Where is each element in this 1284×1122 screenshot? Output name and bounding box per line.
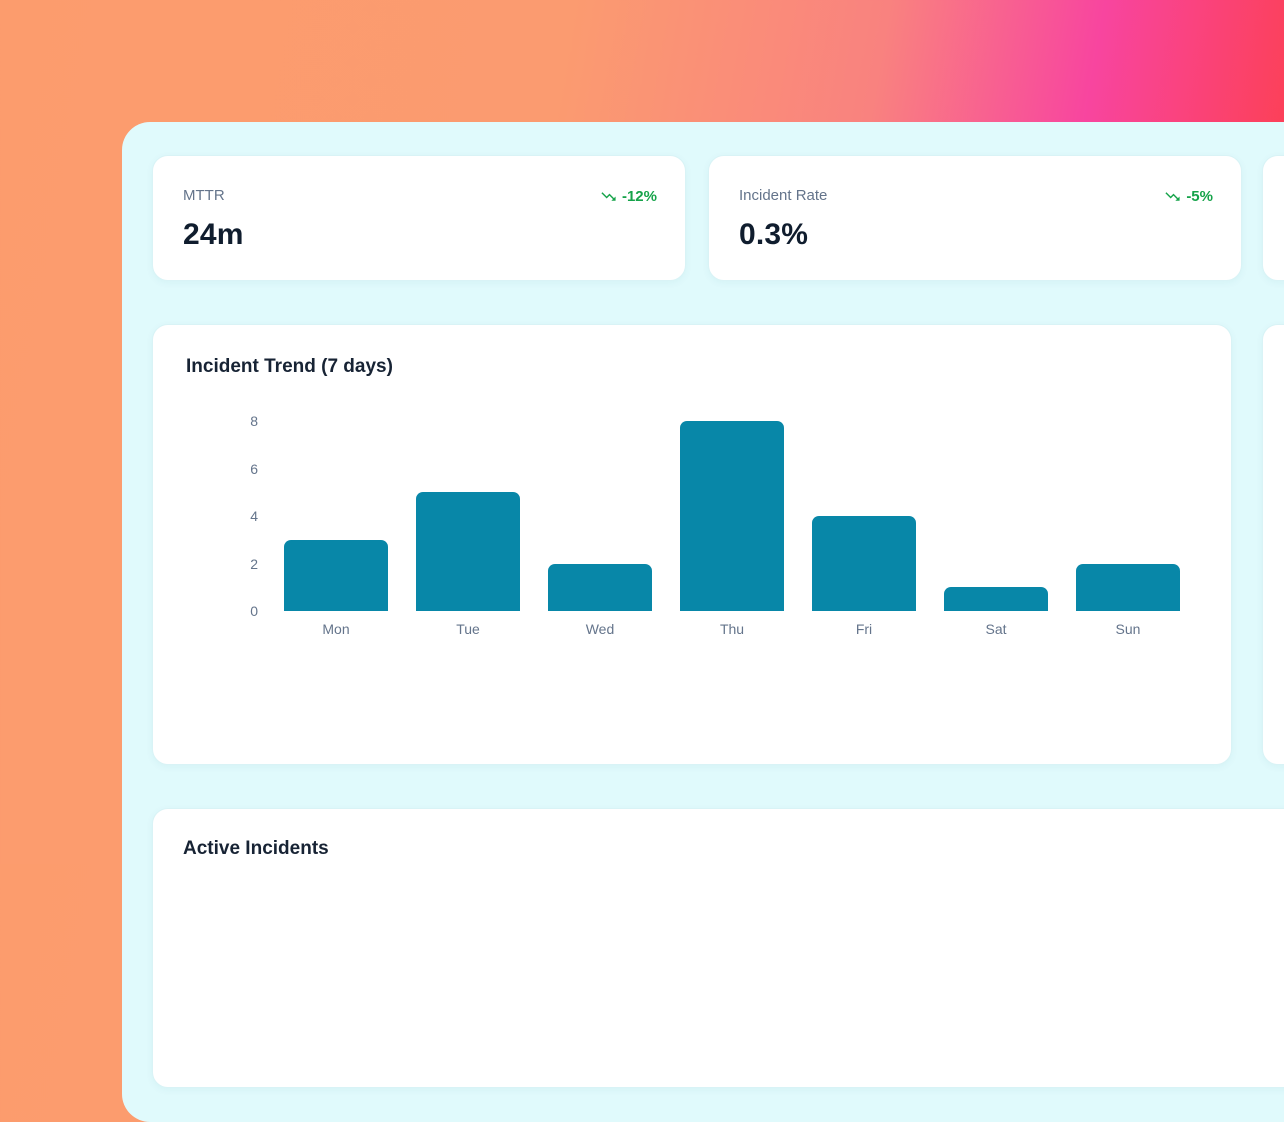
stat-trend-badge: -12% (600, 188, 657, 205)
y-axis-tick-2: 2 (250, 555, 258, 572)
stat-card-partial (1262, 155, 1284, 281)
stat-trend-value: -12% (621, 187, 657, 205)
active-incidents-title: Active Incidents (183, 838, 329, 859)
stat-card-incident-rate: Incident Rate -5% 0.3% (708, 155, 1242, 281)
x-axis-label-fri: Fri (855, 621, 873, 637)
y-axis-tick-0: 0 (250, 603, 258, 619)
incident-trend-card: Incident Trend (7 days) 0 2 4 6 8 Mon Tue Wed Th… (152, 324, 1232, 765)
bar-sat (944, 587, 1048, 611)
stat-trend-badge: -5% (1164, 188, 1213, 205)
trending-down-icon (601, 191, 616, 201)
trending-down-icon (1165, 191, 1180, 201)
y-axis-tick-4: 4 (250, 508, 258, 524)
x-axis-label-mon: Mon (322, 621, 350, 637)
bar-mon (284, 539, 388, 611)
stat-card-header: Incident Rate -5% (739, 187, 1213, 205)
y-axis-tick-8: 8 (250, 413, 258, 429)
dashboard-panel: MTTR -12% 24m Incident Rate -5% 0.3% Inc… (122, 122, 1284, 1122)
stat-card-header: MTTR -12% (183, 187, 657, 205)
x-axis-label-sat: Sat (985, 621, 1007, 637)
bar-sun (1076, 563, 1180, 611)
bar-chart: 0 2 4 6 8 Mon Tue Wed Thu Fri Sat Sun (153, 325, 1231, 764)
chart-title: Incident Trend (7 days) (186, 356, 393, 377)
side-card-partial (1262, 324, 1284, 765)
bar-fri (812, 516, 916, 611)
stat-value: 0.3% (739, 218, 809, 251)
x-axis-label-thu: Thu (719, 621, 745, 637)
bar-tue (416, 492, 520, 611)
stat-label: Incident Rate (739, 187, 828, 204)
active-incidents-card: Active Incidents (152, 808, 1284, 1088)
y-axis-tick-6: 6 (250, 460, 258, 477)
stat-label: MTTR (183, 187, 225, 204)
stat-card-mttr: MTTR -12% 24m (152, 155, 686, 281)
x-axis-label-sun: Sun (1115, 621, 1141, 637)
bar-thu (680, 421, 784, 611)
x-axis-label-wed: Wed (585, 621, 615, 637)
x-axis-label-tue: Tue (456, 621, 480, 637)
stat-value: 24m (183, 218, 244, 251)
stat-trend-value: -5% (1186, 187, 1213, 205)
bar-wed (548, 563, 652, 611)
